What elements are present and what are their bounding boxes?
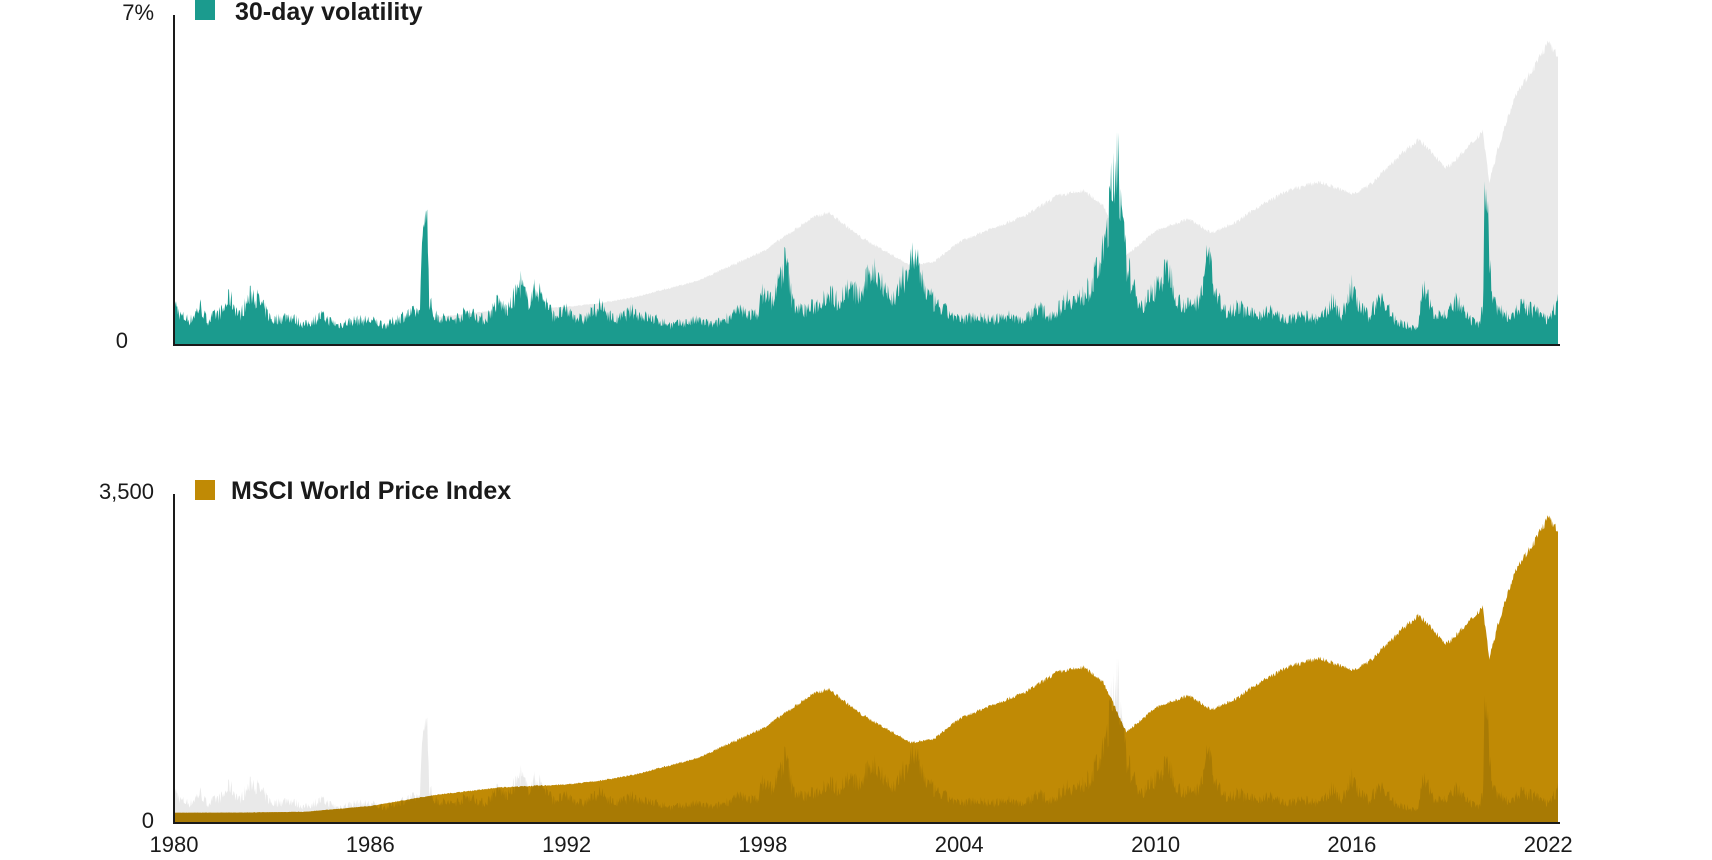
volatility-panel: 7% 0 30-day volatility xyxy=(116,0,1560,353)
volatility-area xyxy=(174,131,1558,344)
index-area xyxy=(174,515,1558,822)
x-tick-label: 2004 xyxy=(935,832,984,855)
x-tick-label: 1980 xyxy=(150,832,199,855)
volatility-plot-area xyxy=(174,40,1558,344)
index-overlap-area xyxy=(174,656,1558,822)
volatility-legend-label: 30-day volatility xyxy=(235,0,423,26)
x-tick-label: 1992 xyxy=(542,832,591,855)
index-legend-label: MSCI World Price Index xyxy=(231,477,511,505)
x-tick-labels: 1980 1986 1992 1998 2004 2010 2016 2022 xyxy=(150,832,1573,857)
x-tick-label: 1986 xyxy=(346,832,395,855)
index-legend-swatch xyxy=(195,480,215,500)
index-panel: 3,500 0 MSCI World Price Index 1980 1986 1… xyxy=(99,477,1573,857)
x-tick-label: 1998 xyxy=(738,832,787,855)
index-plot-area xyxy=(174,515,1558,822)
index-y-tick-max: 3,500 xyxy=(99,479,154,504)
volatility-y-tick-max: 7% xyxy=(122,0,154,25)
x-tick-label: 2022 xyxy=(1524,832,1573,855)
x-tick-label: 2016 xyxy=(1327,832,1376,855)
x-tick-label: 2010 xyxy=(1131,832,1180,855)
volatility-y-tick-zero: 0 xyxy=(116,328,128,353)
volatility-legend-swatch xyxy=(195,0,215,20)
index-y-tick-zero: 0 xyxy=(142,808,154,833)
